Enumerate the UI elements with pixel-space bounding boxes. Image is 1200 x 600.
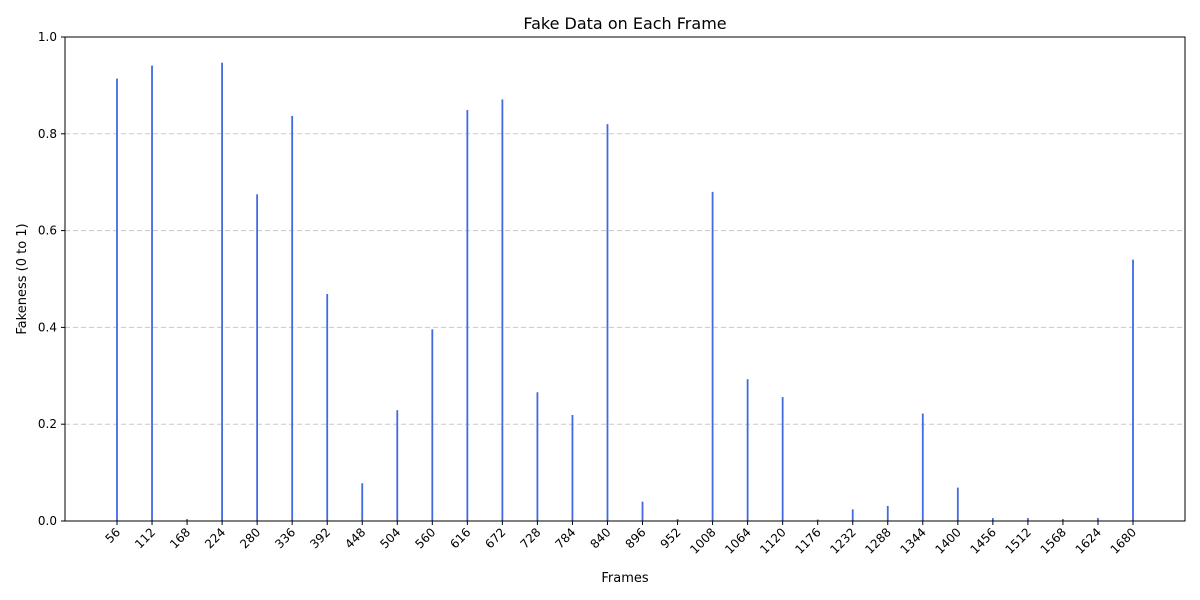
y-tick-label: 0.2 — [38, 417, 57, 431]
bar — [641, 501, 644, 521]
x-tick-label: 1232 — [827, 525, 858, 556]
y-axis-title: Fakeness (0 to 1) — [15, 223, 30, 334]
grid-lines — [65, 133, 1185, 425]
bar — [431, 329, 434, 521]
x-tick-label: 1120 — [757, 525, 788, 556]
bar — [711, 191, 714, 521]
bar — [396, 410, 399, 521]
bar — [116, 78, 118, 522]
bar — [151, 65, 153, 521]
y-tick-label: 1.0 — [38, 30, 57, 44]
x-tick-label: 280 — [237, 525, 263, 551]
y-axis-ticks: 0.0 0.2 0.4 0.6 0.8 1.0 — [38, 30, 65, 528]
bar — [1097, 518, 1099, 521]
bar — [1026, 518, 1029, 521]
x-tick-label: 1008 — [687, 525, 718, 556]
x-tick-label: 392 — [307, 525, 333, 551]
x-tick-label: 1512 — [1003, 525, 1034, 556]
bar — [921, 413, 924, 521]
bar — [256, 194, 259, 522]
bar — [1062, 519, 1064, 521]
x-tick-label: 560 — [412, 525, 438, 551]
x-tick-label: 1288 — [862, 525, 893, 556]
bar — [536, 392, 539, 521]
x-tick-label: 784 — [552, 525, 578, 551]
bars — [116, 62, 1134, 522]
bar — [956, 487, 959, 521]
x-tick-label: 1456 — [967, 525, 998, 556]
bar — [851, 509, 854, 521]
chart-title: Fake Data on Each Frame — [523, 14, 726, 33]
x-tick-label: 896 — [623, 525, 649, 551]
x-tick-label: 616 — [447, 525, 473, 551]
x-tick-label: 336 — [272, 525, 298, 551]
y-tick-label: 0.0 — [38, 514, 57, 528]
y-tick-label: 0.6 — [38, 224, 57, 238]
x-tick-label: 1176 — [792, 525, 823, 556]
y-tick-label: 0.8 — [38, 127, 57, 141]
x-tick-label: 56 — [102, 525, 123, 546]
bar — [361, 483, 364, 521]
bar — [991, 518, 994, 521]
x-tick-label: 1680 — [1108, 525, 1139, 556]
x-tick-label: 1568 — [1038, 525, 1069, 556]
x-tick-label: 168 — [167, 525, 193, 551]
bar — [291, 115, 294, 521]
x-tick-label: 840 — [588, 525, 614, 551]
x-tick-label: 224 — [202, 525, 228, 551]
bar — [1132, 259, 1134, 521]
x-axis-ticks: 56 112 168 224 280 336 392 448 504 560 616 672 728 78… — [102, 521, 1139, 557]
bar — [816, 519, 819, 521]
bar — [886, 505, 889, 521]
x-tick-label: 1344 — [897, 525, 928, 556]
x-tick-label: 1064 — [722, 525, 753, 556]
bar — [571, 415, 574, 521]
x-tick-label: 504 — [377, 525, 403, 551]
bar — [186, 519, 188, 521]
x-axis-title: Frames — [601, 571, 649, 586]
y-tick-label: 0.4 — [38, 320, 57, 334]
bar — [501, 99, 504, 521]
bar — [746, 379, 749, 521]
bar — [326, 294, 329, 521]
x-tick-label: 728 — [517, 525, 543, 551]
plot-frame — [64, 36, 1186, 522]
x-tick-label: 1624 — [1073, 525, 1104, 556]
bar — [221, 62, 224, 521]
x-tick-label: 1400 — [932, 525, 963, 556]
bar — [781, 397, 784, 521]
bar — [676, 519, 679, 521]
x-tick-label: 952 — [658, 525, 684, 551]
bar — [606, 124, 609, 522]
x-tick-label: 672 — [482, 525, 508, 551]
x-tick-label: 448 — [342, 525, 368, 551]
bar — [466, 110, 469, 522]
x-tick-label: 112 — [132, 525, 158, 551]
